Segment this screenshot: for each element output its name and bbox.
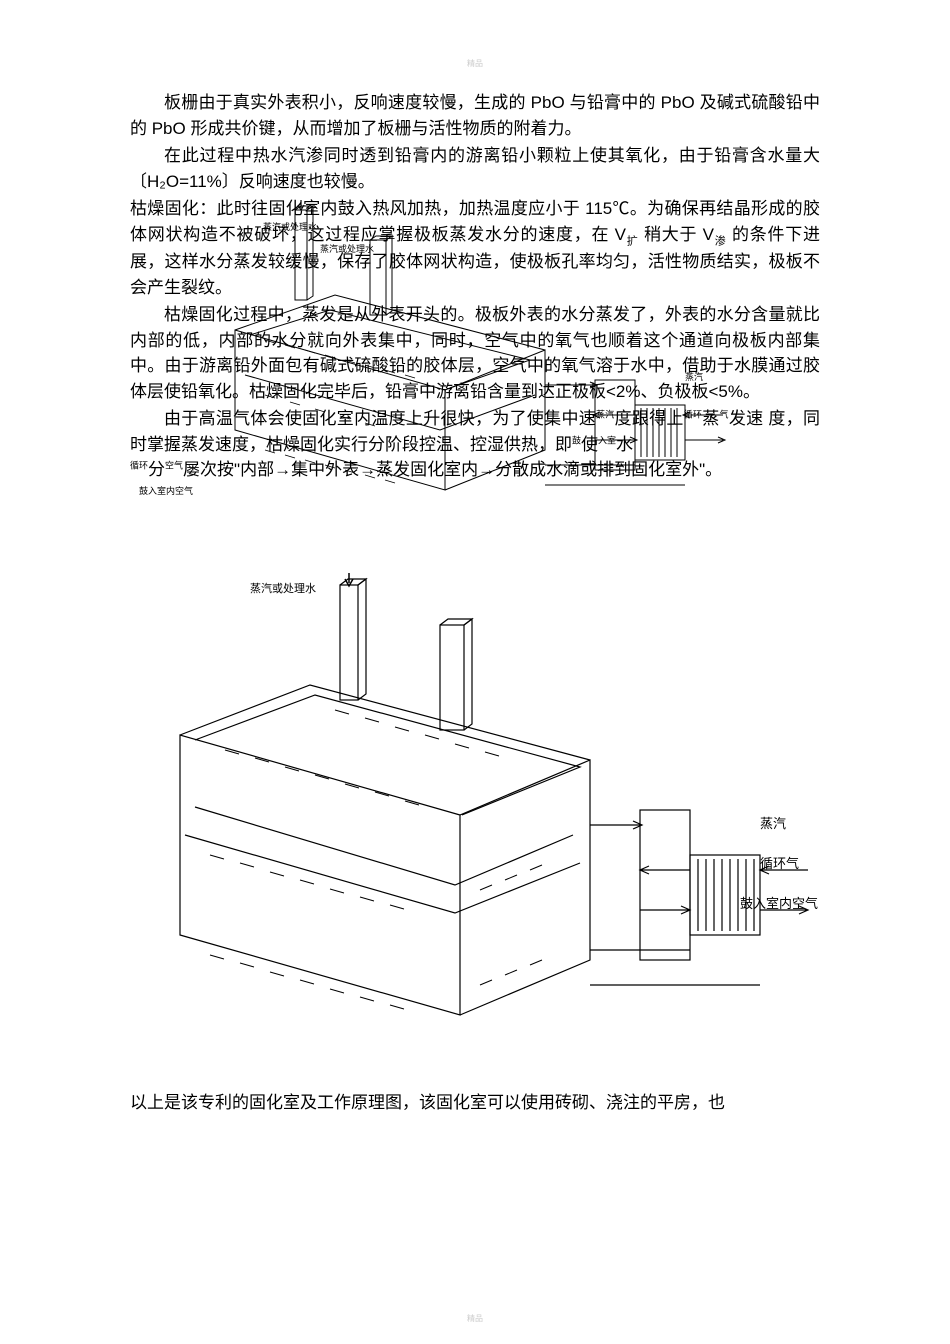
paragraph-4: 枯燥固化过程中，蒸发是从外表开头的。极板外表的水分蒸发了，外表的水分含量就比内部… xyxy=(130,302,820,404)
sub-kuo: 扩 xyxy=(626,235,639,247)
tiny-kongqi: 空气 xyxy=(165,461,183,471)
p5h: 屡次按"内部→集中外表→蒸发固化室内→分散成水滴或排到固化室外"。 xyxy=(183,460,722,479)
tiny-xunhuan: 循环 xyxy=(684,410,703,420)
tiny-gu: 鼓 xyxy=(572,435,581,445)
tiny-zhengqi: 蒸汽 xyxy=(596,410,615,420)
p3-part-b: 稍大于 V xyxy=(639,225,715,244)
paragraph-1: 板栅由于真实外表积小，反响速度较慢，生成的 PbO 与铅膏中的 PbO 及碱式硫… xyxy=(130,90,820,141)
diagram-2: 蒸汽或处理水 蒸汽 循环气 鼓入室内空气 xyxy=(140,555,820,1035)
p5e: 使 xyxy=(581,435,598,454)
p5a: 由于高温气体会使固化室内温度上升很快，为了使集中速 xyxy=(164,409,596,428)
d2-label-top: 蒸汽或处理水 xyxy=(250,580,316,596)
paragraph-5: 由于高温气体会使固化室内温度上升很快，为了使集中速蒸汽度跟得上循环蒸气发速 度，… xyxy=(130,406,820,508)
p5b: 度跟得上 xyxy=(615,409,684,428)
main-text-block: 板栅由于真实外表积小，反响速度较慢，生成的 PbO 与铅膏中的 PbO 及碱式硫… xyxy=(130,90,820,510)
p5c: 蒸 xyxy=(702,409,719,428)
p5f: 水 xyxy=(616,435,633,454)
footer-paragraph: 以上是该专利的固化室及工作原理图，该固化室可以使用砖砌、浇注的平房，也 xyxy=(130,1090,820,1116)
watermark-top: 精品 xyxy=(467,58,483,69)
watermark-bottom: 精品 xyxy=(467,1313,483,1324)
paragraph-3: 枯燥固化：此时往固化室内鼓入热风加热，加热温度应小于 115℃。为确保再结晶形成… xyxy=(130,196,820,300)
tiny-ru: 入室 xyxy=(598,435,616,445)
d2-label-xunhuanqi: 循环气 xyxy=(760,853,799,872)
tiny-qi: 气 xyxy=(720,410,729,420)
d2-label-guru: 鼓入室内空气 xyxy=(740,893,818,912)
tiny-xunhuan2: 循环 xyxy=(130,461,148,471)
tiny-gurunei: 鼓入室内空气 xyxy=(139,486,193,496)
p5g: 分 xyxy=(148,460,165,479)
paragraph-2: 在此过程中热水汽渗同时透到铅膏内的游离铅小颗粒上使其氧化，由于铅膏含水量大〔H₂… xyxy=(130,143,820,194)
d2-label-zhengqi: 蒸汽 xyxy=(760,813,786,832)
sub-shen: 渗 xyxy=(714,235,727,247)
diagram-2-svg xyxy=(140,555,820,1035)
